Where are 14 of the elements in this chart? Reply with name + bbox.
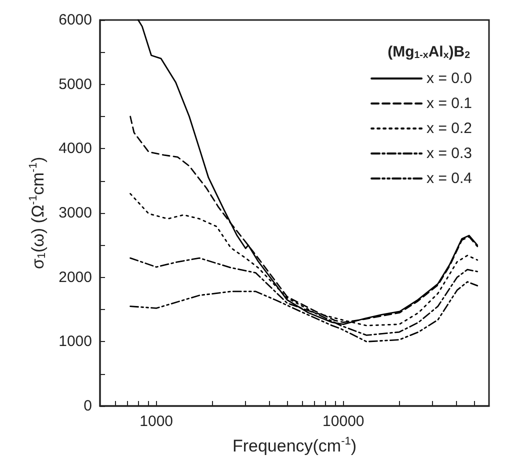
x-tick-label: 10000 [322, 413, 364, 430]
legend-label: x = 0.2 [426, 120, 472, 137]
y-tick-label: 1000 [58, 333, 92, 350]
y-tick-label: 3000 [58, 204, 92, 222]
y-tick-label: 5000 [58, 76, 92, 93]
y-tick-label: 4000 [58, 140, 92, 158]
y-tick-label: 6000 [58, 12, 92, 28]
y-axis-title: σ1(ω) (Ω-1cm-1) [28, 156, 48, 270]
legend-label: x = 0.1 [426, 95, 472, 112]
legend-label: x = 0.3 [426, 145, 472, 162]
legend-label: x = 0.4 [426, 170, 472, 187]
y-tick-label: 2000 [58, 268, 92, 286]
legend-label: x = 0.0 [426, 70, 472, 87]
y-tick-label: 0 [84, 398, 92, 414]
